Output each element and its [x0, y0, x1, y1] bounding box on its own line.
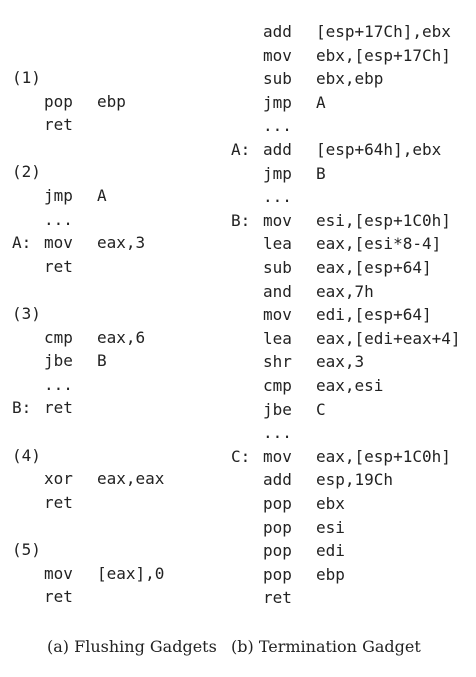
caption-flushing-gadgets: (a) Flushing Gadgets: [47, 637, 217, 656]
code-mnemonic: jbe: [44, 351, 73, 371]
code-mnemonic: ...: [263, 116, 292, 136]
code-label: (2): [12, 162, 41, 182]
code-operand: eax,3: [97, 233, 146, 253]
code-mnemonic: cmp: [44, 327, 73, 347]
code-mnemonic: ...: [44, 374, 73, 394]
code-label: B:: [12, 398, 32, 418]
code-operand: eax,7h: [316, 281, 374, 301]
code-mnemonic: xor: [44, 469, 73, 489]
code-mnemonic: jmp: [44, 186, 73, 205]
code-mnemonic: jbe: [263, 399, 292, 419]
code-operand: eax,esi: [316, 376, 384, 395]
code-label: (1): [12, 68, 41, 87]
code-mnemonic: ret: [44, 492, 73, 512]
code-operand: ebx,ebp: [316, 69, 384, 89]
code-operand: eax,[esi*8-4]: [316, 234, 442, 254]
code-mnemonic: mov: [44, 233, 73, 253]
code-operand: [esp+64h],ebx: [316, 140, 442, 159]
code-mnemonic: mov: [263, 210, 292, 230]
code-mnemonic: lea: [263, 234, 292, 254]
code-mnemonic: cmp: [263, 376, 292, 395]
code-mnemonic: jmp: [263, 163, 292, 183]
code-operand: edi: [316, 541, 345, 561]
code-mnemonic: and: [263, 281, 292, 301]
code-mnemonic: pop: [263, 564, 292, 584]
code-mnemonic: add: [263, 470, 292, 490]
code-mnemonic: add: [263, 22, 292, 41]
code-operand: eax,[esp+1C0h]: [316, 446, 451, 466]
code-operand: ebx,[esp+17Ch]: [316, 45, 451, 65]
code-mnemonic: ...: [263, 187, 292, 207]
code-operand: eax,[esp+64]: [316, 258, 432, 277]
code-operand: A: [316, 92, 326, 112]
code-operand: ebx: [316, 494, 345, 513]
code-operand: esp,19Ch: [316, 470, 394, 490]
code-mnemonic: pop: [44, 91, 73, 111]
code-mnemonic: ...: [44, 209, 73, 229]
code-mnemonic: ret: [44, 256, 73, 276]
code-operand: [esp+17Ch],ebx: [316, 22, 451, 41]
code-operand: B: [316, 163, 326, 183]
code-operand: eax,3: [316, 352, 365, 372]
code-mnemonic: mov: [263, 446, 292, 466]
code-mnemonic: shr: [263, 352, 292, 372]
code-label: (4): [12, 445, 41, 465]
code-operand: [eax],0: [97, 563, 165, 583]
caption-termination-gadget: (b) Termination Gadget: [231, 637, 421, 656]
code-mnemonic: pop: [263, 517, 292, 537]
code-label: (3): [12, 304, 41, 323]
code-label: C:: [231, 446, 251, 466]
code-label: (5): [12, 540, 41, 559]
code-label: B:: [231, 210, 251, 230]
code-mnemonic: add: [263, 140, 292, 159]
code-operand: ebp: [316, 564, 345, 584]
code-mnemonic: pop: [263, 541, 292, 561]
code-mnemonic: ret: [44, 398, 73, 418]
code-mnemonic: sub: [263, 258, 292, 277]
code-operand: eax,[edi+eax+4]: [316, 328, 461, 348]
code-mnemonic: ...: [263, 423, 292, 443]
code-operand: esi: [316, 517, 345, 537]
code-operand: eax,6: [97, 327, 146, 347]
code-operand: B: [97, 351, 107, 371]
code-mnemonic: mov: [263, 45, 292, 65]
code-mnemonic: mov: [44, 563, 73, 583]
code-operand: edi,[esp+64]: [316, 305, 432, 325]
code-mnemonic: pop: [263, 494, 292, 513]
code-mnemonic: ret: [263, 588, 292, 608]
code-mnemonic: ret: [44, 115, 73, 135]
code-mnemonic: lea: [263, 328, 292, 348]
code-label: A:: [231, 140, 251, 159]
code-operand: eax,eax: [97, 469, 165, 489]
code-mnemonic: mov: [263, 305, 292, 325]
code-label: A:: [12, 233, 32, 253]
code-operand: A: [97, 186, 107, 205]
code-operand: ebp: [97, 91, 126, 111]
code-mnemonic: ret: [44, 587, 73, 607]
code-mnemonic: jmp: [263, 92, 292, 112]
code-operand: esi,[esp+1C0h]: [316, 210, 451, 230]
code-operand: C: [316, 399, 326, 419]
code-mnemonic: sub: [263, 69, 292, 89]
